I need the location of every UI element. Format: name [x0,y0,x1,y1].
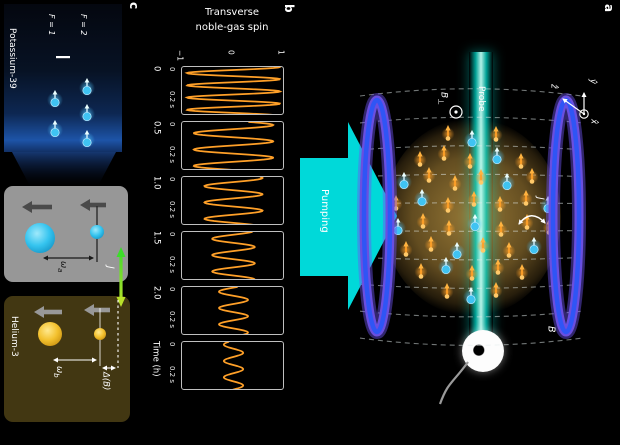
window-start-tick: 0 [168,287,176,292]
omega-b-sub: b [52,373,62,378]
b-perp-sub: ⊥ [436,98,446,105]
axis-z-label: ẑ [548,84,559,89]
plot-frame [181,231,284,280]
photodetector [462,330,504,372]
plot-frame [181,176,284,225]
out-of-plane-icon [449,105,463,119]
window-end-tick: 0.2 s [168,146,176,164]
omega-a-base: ω [57,261,68,269]
spin-snapshot-row: 1.5 0 0.2 s [145,231,290,280]
spin-snapshot-row: 2.0 0 0.2 s [145,286,290,335]
potassium-level-box [4,4,122,152]
coordinate-axes-icon [562,92,589,119]
pumping-label: Pumping [319,189,330,233]
window-start-tick: 0 [168,122,176,127]
amp-tick-neg1: −1 [175,50,185,62]
b-field-label: B [545,326,557,333]
probe-label: Probe [476,86,486,112]
j-label-panel-c: J [104,266,116,269]
axis-x-label: x̂ [588,119,599,125]
title-line-2: noble-gas spin [195,22,269,33]
amp-tick-0: 0 [226,50,236,55]
delta-b-label: Δ(B) [100,372,111,391]
plot-frame [181,66,284,115]
omega-b-base: ω [53,366,64,374]
plot-frame [181,121,284,170]
axis-y-label: ŷ [587,79,598,85]
omega-a-sub: a [56,268,66,273]
helium-spin-box [4,296,130,422]
j-label-panel-a: J [534,197,546,200]
window-end-tick: 0.2 s [168,201,176,219]
plot-frame [181,286,284,335]
title-line-1: Transverse [205,7,259,18]
spin-snapshot-row: 0.5 0 0.2 s [145,121,290,170]
potassium-label: Potassium-39 [7,28,17,89]
time-label: 0 [151,66,162,72]
window-end-tick: 0.2 s [168,311,176,329]
panel-b-label: b [282,4,296,13]
spin-snapshot-row: 1.0 0 0.2 s [145,176,290,225]
window-start-tick: 0 [168,342,176,347]
panel-a-label: a [602,4,616,13]
time-label: 2.0 [151,286,162,300]
plot-frame [181,341,284,390]
omega-a-label: ωa [56,261,68,273]
panel-c-label: c [127,2,141,10]
panel-b-title: Transverse noble-gas spin [168,5,296,35]
amp-tick-1: 1 [276,50,286,55]
f2-label: F = 2 [79,14,88,36]
f1-label: F = 1 [47,14,56,36]
time-label: 1.0 [151,176,162,190]
time-label: 1.5 [151,231,162,245]
spin-snapshot-row: 0 0 0.2 s [145,66,290,115]
spin-snapshot-row: 0 0.2 s [145,341,290,390]
helium-label: Helium-3 [9,316,19,357]
b-perp-label: B⊥ [436,92,449,105]
window-start-tick: 0 [168,67,176,72]
zoom-wedge [12,152,116,186]
window-start-tick: 0 [168,232,176,237]
omega-b-label: ωb [52,366,64,378]
window-start-tick: 0 [168,177,176,182]
time-label: 0.5 [151,121,162,135]
window-end-tick: 0.2 s [168,366,176,384]
detector-wire [438,361,469,405]
window-end-tick: 0.2 s [168,256,176,274]
window-end-tick: 0.2 s [168,91,176,109]
time-axis-label: Time (h) [150,341,161,377]
